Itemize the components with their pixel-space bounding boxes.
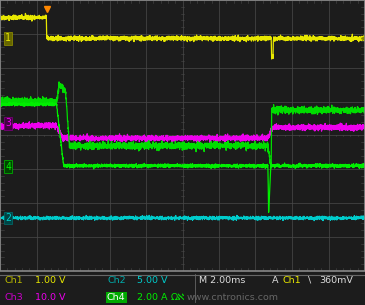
Text: Ωℵ: Ωℵ — [171, 293, 185, 302]
Text: 10.0 V: 10.0 V — [35, 293, 65, 302]
Text: Ch3: Ch3 — [4, 293, 23, 302]
Text: A: A — [272, 276, 278, 285]
Text: 2: 2 — [5, 213, 11, 223]
Text: 4: 4 — [5, 162, 11, 172]
Text: Ch1: Ch1 — [283, 276, 301, 285]
Text: www.cntronics.com: www.cntronics.com — [186, 293, 278, 302]
Text: Ch4: Ch4 — [107, 293, 126, 302]
Text: 3: 3 — [5, 118, 11, 128]
Text: 5.00 V: 5.00 V — [137, 276, 168, 285]
Text: 2.00 A: 2.00 A — [137, 293, 168, 302]
Text: M 2.00ms: M 2.00ms — [199, 276, 245, 285]
Text: 1.00 V: 1.00 V — [35, 276, 65, 285]
Text: Ch2: Ch2 — [108, 276, 126, 285]
Text: Ch1: Ch1 — [4, 276, 23, 285]
Text: \: \ — [308, 276, 312, 285]
Text: 1: 1 — [5, 34, 11, 43]
Text: 360mV: 360mV — [319, 276, 353, 285]
